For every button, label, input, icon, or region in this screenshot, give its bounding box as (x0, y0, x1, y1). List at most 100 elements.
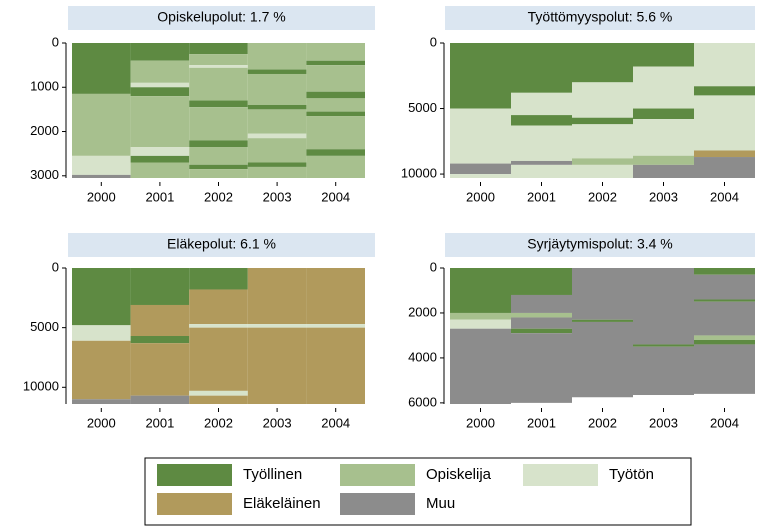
y-tick-label: 5000 (30, 319, 59, 334)
sequence-segment (130, 155, 190, 163)
title-bar (68, 233, 375, 257)
sequence-segment (306, 91, 365, 99)
legend-swatch (157, 493, 232, 515)
sequence-segment (511, 43, 572, 93)
sequence-segment (694, 335, 755, 340)
sequence-segment (694, 299, 755, 302)
sequence-segment (572, 268, 633, 320)
legend-swatch (523, 464, 598, 486)
sequence-segment (189, 169, 248, 178)
y-tick-label: 0 (52, 34, 59, 49)
sequence-segment (189, 390, 248, 396)
x-tick-label: 2001 (527, 189, 556, 204)
x-tick-label: 2000 (466, 189, 495, 204)
sequence-segment (72, 399, 131, 404)
sequence-segment (306, 43, 365, 61)
panel-title: Eläkepolut: 6.1 % (167, 236, 276, 252)
sequence-segment (572, 321, 633, 398)
sequence-segment (633, 346, 694, 396)
x-tick-label: 2003 (263, 189, 292, 204)
sequence-segment (247, 109, 307, 134)
y-tick-label: 2000 (408, 304, 437, 319)
x-tick-label: 2000 (87, 415, 116, 430)
legend-label: Työllinen (243, 466, 302, 483)
sequence-segment (247, 162, 307, 167)
sequence-segment (572, 43, 633, 83)
sequence-segment (511, 328, 572, 334)
sequence-segment (189, 289, 248, 325)
sequence-segment (572, 164, 633, 178)
sequence-segment (572, 158, 633, 165)
sequence-segment (694, 344, 755, 394)
sequence-segment (511, 160, 572, 165)
sequence-segment (511, 312, 572, 318)
sequence-segment (189, 43, 248, 55)
sequence-segment (306, 111, 365, 117)
sequence-segment (189, 67, 248, 101)
panel-title: Opiskelupolut: 1.7 % (157, 9, 285, 25)
sequence-segment (633, 268, 694, 345)
x-tick-label: 2001 (145, 415, 174, 430)
sequence-segment (306, 116, 365, 150)
sequence-segment (130, 96, 190, 148)
sequence-segment (694, 301, 755, 336)
x-tick-label: 2000 (466, 415, 495, 430)
y-tick-label: 6000 (408, 394, 437, 409)
sequence-segment (72, 268, 131, 326)
sequence-segment (130, 147, 190, 156)
sequence-segment (247, 43, 307, 70)
sequence-segment (189, 54, 248, 66)
sequence-segment (694, 157, 755, 178)
sequence-segment (694, 150, 755, 158)
title-bar (68, 6, 375, 30)
legend-label: Työtön (609, 466, 654, 483)
sequence-segment (189, 147, 248, 165)
x-tick-label: 2000 (87, 189, 116, 204)
y-tick-label: 10000 (23, 379, 59, 394)
sequence-segment (450, 312, 511, 320)
x-tick-label: 2001 (527, 415, 556, 430)
panel-title: Työttömyyspolut: 5.6 % (528, 9, 673, 25)
sequence-segment (189, 268, 248, 290)
x-tick-label: 2003 (649, 415, 678, 430)
legend-label: Muu (426, 495, 455, 512)
sequence-segment (247, 73, 307, 105)
sequence-segment (130, 343, 190, 396)
sequence-segment (633, 119, 694, 156)
sequence-segment (511, 115, 572, 126)
sequence-segment (247, 104, 307, 110)
sequence-segment (247, 138, 307, 163)
x-tick-label: 2003 (649, 189, 678, 204)
y-tick-label: 10000 (401, 166, 437, 181)
sequence-segment (306, 60, 365, 66)
sequence-segment (450, 163, 511, 175)
sequence-segment (189, 324, 248, 328)
sequence-segment (247, 268, 307, 325)
sequence-segment (511, 333, 572, 403)
sequence-segment (572, 117, 633, 125)
sequence-segment (633, 155, 694, 165)
sequence-segment (694, 274, 755, 300)
title-bar (445, 233, 755, 257)
sequence-segment (694, 268, 755, 275)
x-tick-label: 2001 (145, 189, 174, 204)
sequence-segment (189, 140, 248, 148)
sequence-segment (72, 325, 131, 341)
sequence-segment (247, 69, 307, 74)
sequence-segment (511, 92, 572, 116)
sequence-segment (633, 164, 694, 178)
sequence-segment (130, 336, 190, 344)
sequence-segment (247, 166, 307, 178)
y-tick-label: 0 (430, 259, 437, 274)
sequence-segment (511, 317, 572, 329)
sequence-segment (247, 327, 307, 404)
sequence-segment (450, 108, 511, 164)
sequence-segment (72, 93, 131, 156)
y-tick-label: 1000 (30, 79, 59, 94)
sequence-segment (694, 86, 755, 96)
sequence-segment (72, 174, 131, 178)
sequence-segment (572, 82, 633, 118)
sequence-segment (189, 327, 248, 391)
x-tick-label: 2004 (710, 189, 739, 204)
